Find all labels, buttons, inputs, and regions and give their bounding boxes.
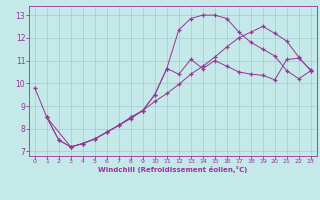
X-axis label: Windchill (Refroidissement éolien,°C): Windchill (Refroidissement éolien,°C) [98, 166, 247, 173]
